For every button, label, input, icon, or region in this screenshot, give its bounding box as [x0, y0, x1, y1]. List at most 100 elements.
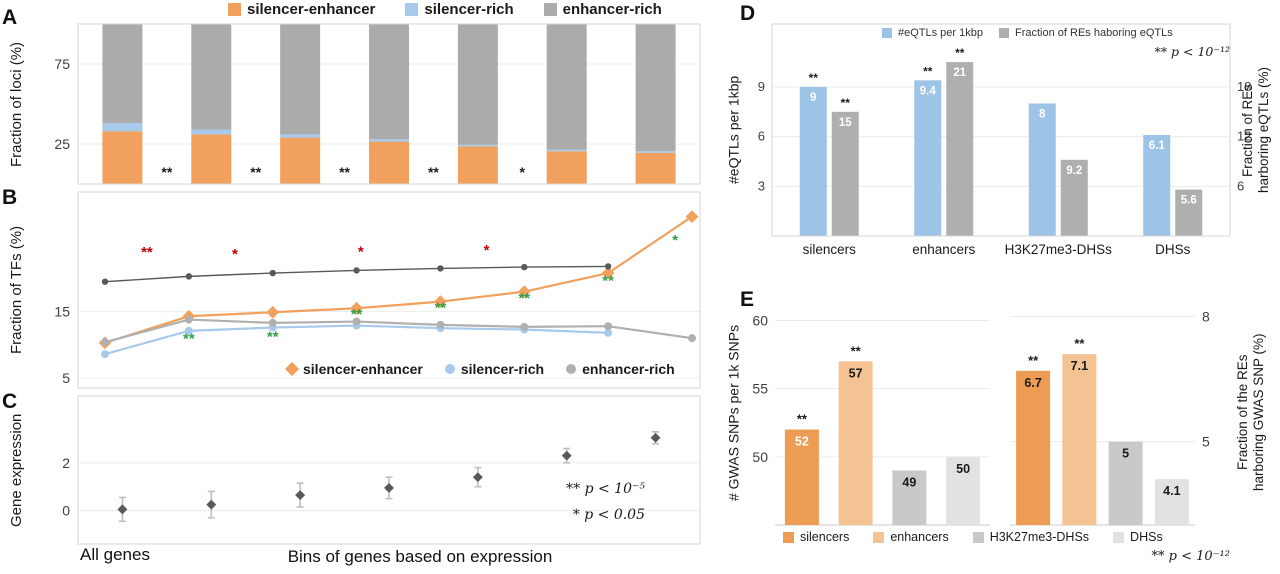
chart-text: 5 [62, 370, 70, 386]
stacked-bar-silencer-enhancer [546, 151, 587, 184]
chart-text: 50 [752, 449, 768, 465]
chart-text: ** [428, 164, 439, 180]
legend-label: enhancer-rich [582, 361, 675, 377]
chart-text: * [520, 164, 526, 180]
marker-diamond [266, 305, 280, 319]
chart-text: 9 [758, 79, 765, 94]
chart-text: 50 [956, 462, 970, 476]
panel-b-chart: 515** * * *** **** ******* [54, 191, 701, 389]
chart-text: 9.4 [920, 85, 937, 97]
legend-label: #eQTLs per 1kbp [898, 27, 983, 39]
legend-item-silencer-rich: silencer-rich [444, 361, 544, 377]
marker-diamond [350, 301, 363, 315]
chart-text: ** [435, 299, 447, 316]
panel-d-left-ylabel: #eQTLs per 1kbp [725, 75, 742, 185]
bar-silencers [1016, 370, 1051, 525]
legend-label: silencer-enhancer [303, 361, 423, 377]
chart-text: 7.1 [1071, 359, 1088, 373]
stacked-bar-enhancer-rich [102, 24, 143, 124]
bar-enhancers [914, 80, 942, 236]
chart-text: ** [1028, 353, 1039, 368]
legend-label: H3K27me3-DHSs [989, 530, 1090, 544]
silencer-enhancer-marker [284, 361, 300, 377]
line-enhancer-rich [104, 318, 693, 344]
chart-text: 8 [1202, 309, 1210, 325]
silencer-enhancer-swatch [228, 3, 241, 16]
legend-item-enhancers: enhancers [873, 530, 949, 544]
bar-DHSs [1154, 479, 1189, 525]
chart-text: ** [141, 244, 153, 261]
panel-e-chart: 50 55 60 52 ** 57 ** 49 50 5 8 6.7 ** 7.1 ** 5 4.1 [752, 309, 1210, 526]
bar-H3K27me3-DHSs [1108, 441, 1143, 525]
chart-text: 55 [752, 381, 768, 397]
enhancer-rich-swatch [543, 3, 557, 16]
legend-label: DHSs [1130, 530, 1163, 544]
marker-circle [520, 322, 529, 331]
chart-text: ** [183, 330, 195, 347]
stacked-bar-silencer-rich [457, 144, 498, 147]
panel-c-note-1: ** p < 10⁻⁵ [566, 481, 645, 497]
mean-marker [650, 432, 661, 443]
panel-b-ylabel: Fraction of TFs (%) [8, 225, 25, 355]
chart-text: H3K27me3-DHSs [1005, 242, 1113, 257]
marker-circle [268, 318, 277, 327]
legend-item-eqtls: #eQTLs per 1kbp [882, 27, 983, 39]
mean-marker [295, 490, 306, 501]
chart-text: enhancers [912, 242, 975, 257]
marker-diamond [685, 210, 699, 223]
stacked-bar-silencer-enhancer [102, 131, 143, 184]
panel-b-letter: B [2, 186, 18, 209]
silencers-swatch [783, 531, 794, 543]
legend-item-silencer-rich: silencer-rich [405, 1, 514, 18]
chart-text: 3 [758, 178, 765, 193]
panel-d-chart: 3 6 9 6 12 18 9 ** 15 ** silencers 9.4 ** 21 ** enhance… [758, 23, 1251, 257]
chart-text: ** [797, 412, 808, 427]
chart-text: 75 [54, 56, 70, 72]
panel-c-letter: C [2, 390, 18, 413]
h3k27me3-dhss-swatch [972, 531, 984, 543]
chart-text: 5 [1202, 434, 1210, 450]
panel-c-chart: 02 [62, 395, 701, 545]
panel-e-pvalue-note: ** p < 10⁻¹² [1151, 549, 1230, 564]
chart-text: ** [809, 71, 819, 85]
stacked-bar-silencer-rich [191, 129, 232, 135]
stacked-bar-enhancer-rich [280, 24, 321, 135]
legend-item-dhss: DHSs [1113, 530, 1163, 544]
panel-a-letter: A [2, 6, 18, 29]
line-silencer-enhancer [104, 215, 693, 344]
silencer-rich-swatch [405, 3, 419, 16]
bar-enhancers [838, 361, 873, 525]
marker-circle [184, 326, 193, 335]
chart-text: ** [339, 164, 350, 180]
marker-circle [521, 263, 528, 271]
chart-text: 57 [849, 366, 863, 380]
panel-c-note-2: * p < 0.05 [572, 507, 645, 523]
bar-silencers [831, 111, 859, 236]
marker-circle [353, 267, 360, 274]
chart-text: ** [518, 290, 530, 307]
mean-marker [384, 482, 394, 493]
bar-H3K27me3-DHSs [892, 470, 927, 525]
chart-text: DHSs [1155, 242, 1191, 257]
stacked-bar-enhancer-rich [191, 24, 232, 130]
chart-text: 15 [839, 117, 852, 129]
chart-text: 21 [953, 67, 966, 79]
stacked-bar-silencer-rich [369, 139, 409, 142]
mean-marker [472, 472, 483, 483]
marker-circle [688, 334, 696, 343]
bar-DHSs [946, 456, 981, 525]
stacked-bar-enhancer-rich [546, 24, 587, 150]
chart-text: * [232, 246, 238, 263]
chart-text: 18 [1237, 79, 1251, 94]
chart-text: ** [351, 306, 363, 323]
bar-H3K27me3-DHSs [1028, 103, 1056, 236]
x-label-bins: Bins of genes based on expression [287, 547, 553, 566]
bar-enhancers [1062, 354, 1097, 525]
chart-text: 2 [62, 455, 70, 471]
marker-circle [352, 317, 361, 326]
enhancer-rich-marker [566, 364, 577, 374]
stacked-bar-silencer-rich [546, 149, 587, 152]
legend-label: Fraction of REs haboring eQTLs [1015, 27, 1173, 39]
